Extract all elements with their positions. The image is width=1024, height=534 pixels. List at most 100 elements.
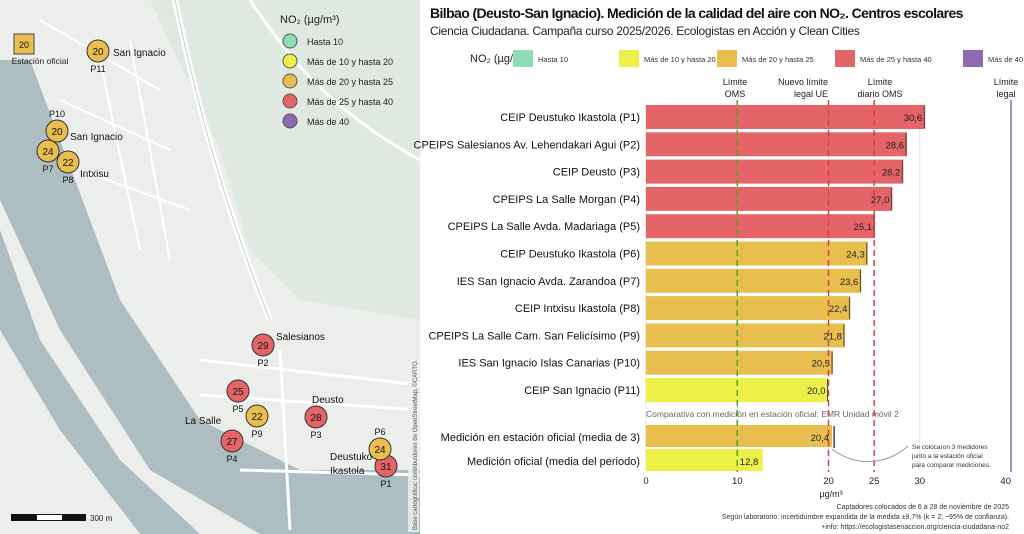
chart-title: Bilbao (Deusto-San Ignacio). Medición de… (430, 5, 963, 21)
x-tick-label: 40 (1000, 476, 1011, 487)
marker-value: 22 (251, 412, 263, 423)
reference-label: Límite (868, 77, 893, 87)
category-label: CPEIPS La Salle Morgan (P4) (493, 194, 640, 206)
bar (646, 296, 851, 321)
marker-id: P2 (257, 358, 268, 368)
legend-swatch (835, 50, 855, 67)
map-attribution: Base cartográfica: contribuidores de Ope… (412, 359, 419, 530)
place-label: Ikastola (330, 466, 365, 477)
reference-label: Límite (723, 77, 748, 87)
measurement-marker (245, 404, 269, 428)
legend-swatch (619, 50, 639, 67)
comparison-label: Medición oficial (media del periodo) (467, 456, 640, 468)
marker-id: P5 (232, 404, 243, 414)
data-label: 30,6 (904, 113, 923, 124)
x-axis-title: µg/m³ (819, 489, 842, 499)
legend-label: Más de 20 y hasta 25 (742, 55, 814, 64)
reference-label: OMS (725, 89, 746, 99)
x-tick-label: 20 (823, 476, 834, 487)
measurement-marker (56, 150, 80, 174)
category-label: CEIP Deustuko Ikastola (P1) (500, 112, 640, 124)
map-legend-title: NO₂ (µg/m³) (280, 14, 340, 26)
marker-value: 27 (226, 437, 238, 448)
reference-label: Límite (994, 77, 1019, 87)
bar (646, 350, 834, 375)
place-label: Salesianos (276, 332, 325, 343)
map-legend-label: Hasta 10 (307, 37, 343, 47)
measurement-marker (36, 139, 60, 163)
marker-id: P8 (62, 175, 73, 185)
marker-value: 20 (92, 47, 104, 58)
marker-id: P3 (310, 430, 321, 440)
measurement-marker (251, 333, 275, 357)
legend-swatch (717, 50, 737, 67)
marker-value: 28 (310, 413, 322, 424)
map-legend-swatch (282, 113, 298, 129)
marker-id: P6 (374, 427, 385, 437)
marker-value: 20 (51, 127, 63, 138)
bar (646, 214, 876, 239)
place-label: San Ignacio (113, 48, 166, 59)
annotation-text: Se colocaron 3 medidores (912, 444, 988, 451)
marker-id: P4 (226, 454, 237, 464)
bar (646, 105, 926, 129)
legend-label: Más de 40 (988, 55, 1023, 64)
reference-label: diario OMS (857, 89, 902, 99)
river (0, 60, 420, 534)
comparison-data-label: 12,8 (740, 457, 759, 468)
comparison-bar (646, 449, 763, 471)
x-tick-label: 30 (914, 476, 925, 487)
data-label: 28,2 (882, 168, 901, 179)
category-label: CPEIPS La Salle Cam. San Felicísimo (P9) (428, 330, 640, 342)
category-label: CEIP Deusto (P3) (553, 167, 640, 179)
footer-note: +info: https://ecologistasenaccion.org/c… (821, 524, 1009, 531)
reference-label: Nuevo límite (778, 77, 828, 87)
x-tick-label: 10 (732, 476, 743, 487)
legend-label: Más de 10 y hasta 20 (644, 55, 716, 64)
data-label: 20,5 (812, 359, 831, 370)
station-value: 20 (19, 40, 29, 50)
annotation-text: para comparar mediciones. (912, 462, 991, 469)
measurement-marker (226, 379, 250, 403)
station-label: Estación oficial (12, 56, 69, 66)
data-label: 23,6 (840, 277, 859, 288)
map-legend-swatch (282, 53, 298, 69)
bar (646, 268, 862, 293)
annotation-text: junto a la estación oficial (911, 453, 983, 460)
comparison-bar (646, 425, 833, 447)
annotation-connector (831, 445, 909, 463)
map-legend-swatch (282, 33, 298, 49)
legend-swatch (513, 50, 533, 67)
place-label: Intxisu (80, 169, 109, 180)
measurement-marker (86, 39, 110, 63)
measurement-marker (45, 119, 69, 143)
scale-bar (11, 514, 86, 521)
data-label: 28,6 (885, 140, 904, 151)
comparison-data-label: 20,4 (811, 433, 830, 444)
map: 300 m Base cartográfica: contribuidores … (0, 0, 420, 534)
marker-value: 24 (42, 147, 54, 158)
marker-value: 24 (374, 445, 386, 456)
bar (646, 323, 845, 348)
bar (646, 159, 904, 184)
data-label: 22,4 (829, 304, 848, 315)
scale-label: 300 m (90, 514, 113, 523)
chart-subtitle: Ciencia Ciudadana. Campaña curso 2025/20… (430, 24, 860, 38)
category-label: IES San Ignacio Avda. Zarandoa (P7) (457, 276, 640, 288)
marker-id: P7 (42, 164, 53, 174)
legend-title: NO₂ (µg/m³) (470, 53, 530, 65)
marker-id: P1 (380, 479, 391, 489)
measurement-marker (368, 437, 392, 461)
x-tick-label: 0 (643, 476, 648, 487)
x-tick-label: 25 (869, 476, 880, 487)
marker-id: P9 (251, 429, 262, 439)
place-label: San Ignacio (70, 132, 123, 143)
legend-swatch (963, 50, 983, 67)
category-label: IES San Ignacio Islas Canarias (P10) (458, 358, 640, 370)
place-label: Deustuko (330, 452, 373, 463)
data-label: 27,0 (871, 195, 890, 206)
map-legend-swatch (282, 73, 298, 89)
footer-note: Según laboratorio: incertidumbre expandi… (722, 514, 1009, 521)
measurement-marker (220, 429, 244, 453)
marker-value: 29 (257, 341, 269, 352)
